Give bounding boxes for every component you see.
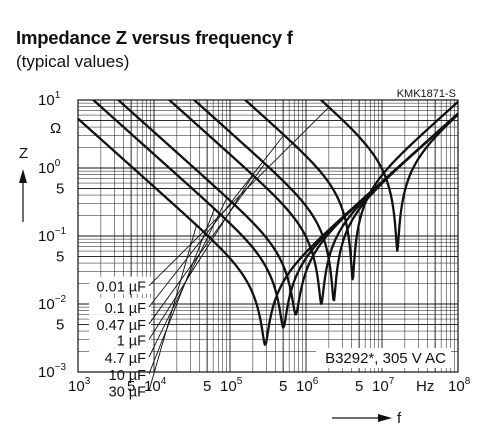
legend-label-bg — [89, 364, 151, 382]
legend-label: 1 µF — [117, 334, 146, 350]
x-tick-label: 103 — [68, 376, 91, 395]
chart-subtitle: (typical values) — [16, 52, 130, 71]
y-axis-label: Z — [19, 145, 28, 162]
y-tick-labels: 101 100 5 10−1 5 10−2 5 10−3 — [38, 90, 67, 381]
x-tick-label: 5 — [127, 378, 135, 395]
annotation-box — [316, 348, 451, 368]
legend-label-bg — [89, 276, 151, 294]
figure-code: KMK1871-S — [397, 88, 456, 100]
x-tick-label: 105 — [220, 376, 243, 395]
y-tick-label: 10−2 — [38, 294, 67, 313]
legend-label-bg — [89, 381, 151, 399]
chart-title: Impedance Z versus frequency f — [16, 27, 293, 48]
x-unit: Hz — [416, 378, 434, 395]
x-axis-arrow — [332, 414, 392, 422]
y-tick-label: 5 — [56, 180, 64, 197]
legend-label-bg — [89, 330, 151, 348]
legend-leader-lines — [148, 106, 330, 391]
legend-label: 0.47 µF — [97, 318, 147, 334]
legend-label-bg — [89, 314, 151, 332]
x-tick-labels: 103 5 104 5 105 5 106 5 107 108 — [68, 376, 471, 395]
curve-0-47-f — [192, 100, 458, 302]
x-tick-label: 107 — [372, 376, 395, 395]
legend-label: 0.1 µF — [105, 301, 147, 317]
y-tick-label: 101 — [38, 90, 61, 109]
curve-0-01-f — [319, 100, 458, 252]
legend-background — [89, 276, 151, 399]
x-tick-label: 108 — [448, 376, 471, 395]
y-unit: Ω — [50, 120, 61, 137]
y-tick-label: 10−3 — [38, 362, 67, 381]
legend-label: 0.01 µF — [97, 280, 147, 296]
legend-label-bg — [89, 297, 151, 315]
legend-label: 4.7 µF — [105, 351, 147, 367]
legend-leader-line — [148, 208, 215, 374]
x-axis-label: f — [397, 410, 402, 427]
legend-leader-line — [148, 197, 228, 358]
legend-label-bg — [89, 348, 151, 366]
x-tick-label: 5 — [279, 378, 287, 395]
x-tick-label: 106 — [296, 376, 319, 395]
annotation: B3292*, 305 V AC — [325, 350, 446, 367]
legend-leader-line — [148, 134, 285, 308]
curve-1-f — [167, 100, 458, 306]
y-axis-arrow — [19, 169, 27, 222]
plot-frame — [77, 99, 459, 373]
y-tick-label: 5 — [56, 248, 64, 265]
legend-leader-line — [148, 174, 254, 340]
curve-0-1-f — [243, 100, 458, 281]
x-tick-label: 5 — [203, 378, 211, 395]
legend-label: 10 µF — [109, 368, 147, 384]
impedance-curves — [78, 100, 458, 346]
x-tick-label: 5 — [355, 378, 363, 395]
legend-leader-line — [148, 225, 197, 391]
legend-label: 30 µF — [109, 385, 147, 401]
y-tick-label: 5 — [56, 316, 64, 333]
curve-30-f — [78, 112, 458, 346]
y-tick-label: 10−1 — [38, 226, 67, 245]
y-tick-label: 100 — [38, 158, 61, 177]
legend-leader-line — [148, 163, 266, 325]
x-tick-label: 104 — [144, 376, 167, 395]
